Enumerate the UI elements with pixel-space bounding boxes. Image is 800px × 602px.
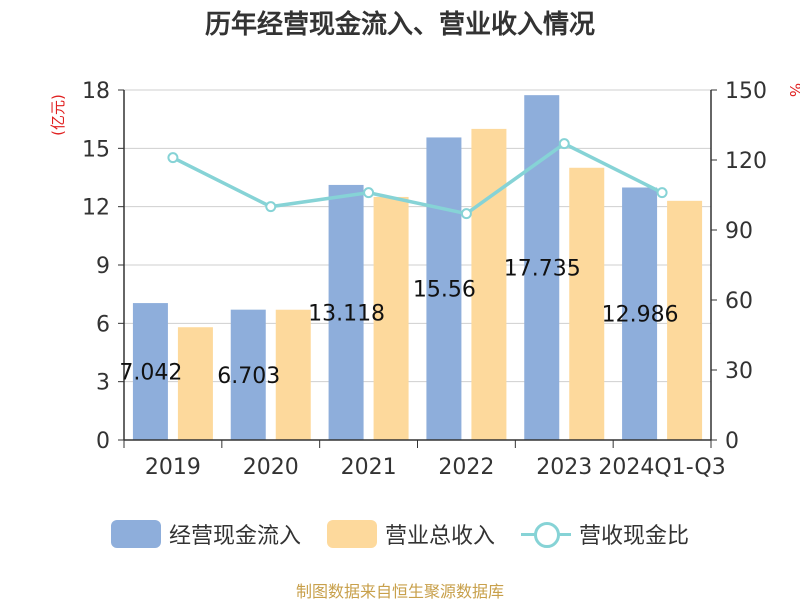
bar-cash-inflow: [132, 303, 168, 440]
legend-swatch-ratio: [521, 520, 571, 548]
y-right-tick-label: 60: [725, 289, 753, 314]
y-right-tick-label: 90: [725, 219, 753, 244]
chart-title: 历年经营现金流入、营业收入情况: [204, 10, 595, 40]
y-right-tick-label: 150: [725, 79, 767, 104]
data-label-cash-inflow: 17.735: [504, 257, 581, 282]
x-tick-label: 2022: [438, 455, 494, 480]
tick-labels: 0 3 6 9 12 15 18 0 30 60 90 120 150 2019 2020 2021 2022 2…: [82, 79, 767, 480]
bar-revenue: [373, 196, 409, 440]
data-label-cash-inflow: 6.703: [217, 364, 280, 389]
y-axis-right-label: %: [786, 83, 800, 97]
ratio-point: [558, 138, 570, 150]
source-note: 制图数据来自恒生聚源数据库: [295, 582, 504, 601]
y-tick-label: 6: [96, 312, 110, 337]
ratio-point: [656, 187, 668, 199]
legend-swatch-revenue: [326, 520, 377, 548]
bar-revenue: [667, 200, 703, 440]
x-tick-label: 2019: [145, 455, 201, 480]
y-tick-label: 12: [82, 196, 110, 221]
x-tick-label: 2021: [341, 455, 397, 480]
bar-cash-inflow: [426, 137, 462, 440]
axes: [118, 89, 717, 448]
legend-label-ratio: 营收现金比: [579, 524, 690, 549]
ratio-line: [167, 138, 668, 220]
legend-label-revenue: 营业总收入: [384, 524, 495, 549]
legend-label-cash-inflow: 经营现金流入: [168, 524, 301, 549]
legend-item-ratio[interactable]: 营收现金比: [521, 518, 689, 550]
grid-lines: [124, 89, 711, 383]
bar-revenue: [569, 167, 605, 440]
y-tick-label: 18: [82, 79, 110, 104]
legend-swatch-cash-inflow: [110, 520, 161, 548]
data-label-cash-inflow: 15.56: [413, 278, 476, 303]
data-label-cash-inflow: 12.986: [602, 303, 679, 328]
y-right-tick-label: 30: [725, 359, 753, 384]
ratio-point: [265, 201, 277, 213]
legend-item-revenue[interactable]: 营业总收入: [326, 518, 495, 550]
y-tick-label: 9: [96, 254, 110, 279]
legend-item-cash-inflow[interactable]: 经营现金流入: [110, 518, 301, 550]
x-tick-label: 2020: [243, 455, 299, 480]
x-tick-label: 2024Q1-Q3: [598, 455, 725, 480]
data-label-cash-inflow: 13.118: [308, 301, 385, 326]
y-axis-label: (亿元): [49, 94, 67, 136]
y-right-tick-label: 120: [725, 149, 767, 174]
y-tick-label: 15: [82, 137, 110, 162]
legend: 经营现金流入 营业总收入 营收现金比: [0, 516, 800, 552]
y-tick-label: 0: [96, 429, 110, 454]
bar-cash-inflow: [230, 309, 266, 440]
data-labels: 7.042 6.703 13.118 15.56 17.735 12.986: [119, 257, 678, 389]
bar-cash-inflow: [622, 187, 658, 440]
bar-revenue: [177, 327, 213, 440]
ratio-point: [167, 152, 179, 164]
ratio-point: [460, 208, 472, 220]
bar-cash-inflow: [328, 184, 364, 440]
x-tick-label: 2023: [536, 455, 592, 480]
data-label-cash-inflow: 7.042: [119, 361, 182, 386]
bars: [132, 95, 703, 441]
y-tick-label: 3: [96, 371, 110, 396]
y-right-tick-label: 0: [725, 429, 739, 454]
ratio-point: [363, 187, 375, 199]
bar-revenue: [471, 128, 507, 440]
bar-revenue: [275, 309, 311, 440]
ratio-line-path: [172, 141, 663, 216]
